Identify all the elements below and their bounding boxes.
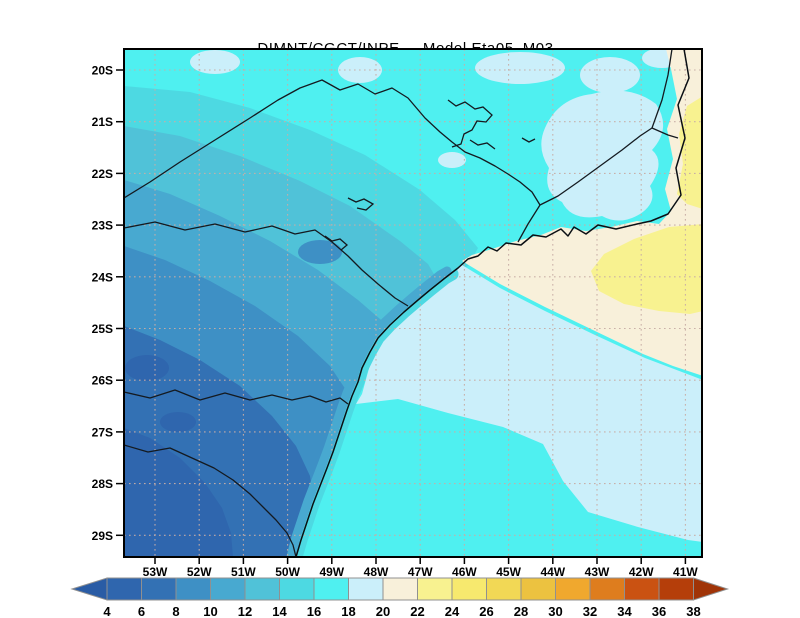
colorbar-value-label: 6 [138, 604, 145, 618]
colorbar-value-label: 12 [238, 604, 252, 618]
lat-tick-label: 27S [92, 425, 113, 439]
colorbar-cell [210, 577, 246, 601]
lake-squiggle [447, 99, 493, 148]
lon-tick-label: 48W [364, 565, 389, 579]
warm-pool-south [591, 224, 702, 314]
colorbar-value-label: 34 [617, 604, 632, 618]
border-sc-rs [124, 444, 297, 557]
colorbar-value-label: 32 [583, 604, 597, 618]
border-rj-sp [517, 204, 541, 243]
colorbar-value-label: 26 [479, 604, 493, 618]
mild-patch-rio [541, 90, 664, 221]
colorbar-cell [175, 577, 211, 601]
colorbar-value-label: 38 [686, 604, 700, 618]
colorbar-value-label: 8 [172, 604, 179, 618]
lat-tick-label: 29S [92, 529, 113, 543]
colorbar-value-label: 4 [103, 604, 111, 618]
colorbar-cell [279, 577, 315, 601]
colorbar-cell [555, 577, 591, 601]
coastline [295, 49, 690, 557]
lat-tick-label: 24S [92, 270, 113, 284]
border-mg-rj [539, 127, 679, 206]
border-sp-pr [124, 221, 409, 307]
colorbar-value-label: 22 [410, 604, 424, 618]
colorbar-value-label: 14 [272, 604, 287, 618]
lake-squiggle [324, 235, 349, 251]
border-sp-north [124, 79, 541, 206]
colorbar-cell [141, 577, 177, 601]
lon-tick-label: 46W [452, 565, 477, 579]
colorbar-over-arrow [693, 577, 730, 601]
lat-tick-label: 25S [92, 322, 113, 336]
mild-patch [438, 152, 466, 168]
lat-tick-label: 21S [92, 115, 113, 129]
colorbar-value-label: 16 [307, 604, 321, 618]
mild-patch [580, 57, 640, 93]
cold-patch [160, 412, 196, 432]
colorbar-cell [520, 577, 556, 601]
lon-tick-label: 50W [275, 565, 300, 579]
mild-patch [190, 50, 240, 74]
lon-tick-label: 43W [585, 565, 610, 579]
colorbar-value-label: 24 [445, 604, 460, 618]
colorbar-cell [451, 577, 487, 601]
cold-patch [125, 355, 169, 381]
colorbar-value-label: 30 [548, 604, 562, 618]
lon-tick-label: 47W [408, 565, 433, 579]
axes: 20S 21S 22S 23S 24S 25S 26S 27S 28S 29S 53W 52W 51W 5… [92, 64, 699, 580]
border-mg-es [651, 49, 673, 129]
lon-tick-label: 49W [319, 565, 344, 579]
colorbar: 4 6 8 10 12 14 16 18 20 22 24 26 28 30 32 34 36 38 [70, 577, 730, 618]
colorbar-under-arrow [70, 577, 108, 601]
colorbar-cell [106, 577, 142, 601]
lake-squiggle [347, 197, 375, 211]
lon-tick-label: 44W [540, 565, 565, 579]
colorbar-cell [313, 577, 349, 601]
colorbar-value-label: 36 [652, 604, 666, 618]
colorbar-value-label: 10 [203, 604, 217, 618]
map-fill-layers [124, 49, 702, 557]
lon-tick-label: 45W [496, 565, 521, 579]
lon-tick-label: 51W [231, 565, 256, 579]
lakes [324, 99, 536, 251]
lake-squiggle [521, 137, 536, 143]
state-borders [124, 49, 679, 557]
colorbar-cell [417, 577, 453, 601]
lon-tick-label: 53W [143, 565, 168, 579]
colorbar-cell [658, 577, 694, 601]
band-4-6 [124, 428, 233, 557]
colorbar-value-label: 18 [341, 604, 355, 618]
coastal-land-strip [286, 266, 452, 557]
lat-tick-label: 22S [92, 167, 113, 181]
lon-tick-label: 42W [629, 565, 654, 579]
colorbar-cell [382, 577, 418, 601]
colorbar-cell [486, 577, 522, 601]
mild-patch [475, 52, 565, 84]
colorbar-cell [589, 577, 625, 601]
colorbar-cell [244, 577, 280, 601]
lon-tick-label: 41W [673, 565, 698, 579]
cold-patch [298, 240, 342, 264]
colorbar-value-label: 20 [376, 604, 390, 618]
colorbar-value-label: 28 [514, 604, 528, 618]
warm-pool-north [677, 96, 702, 209]
colorbar-cell [348, 577, 384, 601]
lat-tick-label: 28S [92, 477, 113, 491]
lat-tick-label: 23S [92, 219, 113, 233]
lat-tick-label: 20S [92, 64, 113, 78]
lake-squiggle [469, 139, 496, 150]
offshore-mild-wedge [356, 265, 702, 542]
lon-tick-label: 52W [187, 565, 212, 579]
lat-tick-label: 26S [92, 374, 113, 388]
gridlines [124, 49, 702, 557]
border-pr-sc [124, 389, 349, 405]
colorbar-cell [624, 577, 660, 601]
map-frame [123, 48, 703, 558]
